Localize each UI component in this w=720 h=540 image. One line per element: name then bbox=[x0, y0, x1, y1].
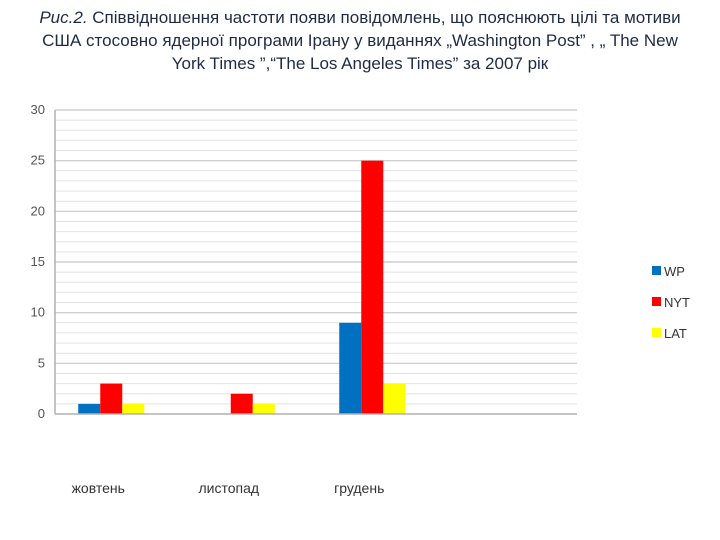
y-axis: 0 5 10 15 20 25 30 bbox=[31, 102, 56, 421]
bar-lat bbox=[252, 403, 275, 414]
y-tick-label: 5 bbox=[38, 355, 45, 370]
legend: WP NYT LAT bbox=[652, 264, 690, 341]
bars bbox=[78, 160, 406, 414]
x-category-label: листопад bbox=[198, 480, 259, 496]
bar-wp bbox=[339, 322, 362, 414]
x-category-label: жовтень bbox=[72, 480, 125, 496]
bar-nyt bbox=[100, 383, 123, 414]
bar-nyt bbox=[361, 160, 384, 414]
bar-wp bbox=[78, 403, 101, 414]
y-tick-label: 10 bbox=[31, 305, 45, 320]
figure-caption: Рис.2. Співвідношення частоти появи пові… bbox=[30, 6, 690, 75]
caption-prefix: Рис.2. bbox=[39, 8, 88, 27]
bar-nyt bbox=[230, 393, 253, 414]
y-tick-label: 25 bbox=[31, 153, 45, 168]
legend-swatch-wp bbox=[652, 266, 661, 275]
legend-label-wp: WP bbox=[664, 264, 685, 279]
legend-swatch-nyt bbox=[652, 297, 661, 306]
bar-lat bbox=[122, 403, 145, 414]
legend-label-lat: LAT bbox=[664, 326, 687, 341]
y-tick-label: 0 bbox=[38, 406, 45, 421]
y-tick-label: 15 bbox=[31, 254, 45, 269]
grid-lines bbox=[55, 109, 577, 405]
x-axis: жовтень листопад грудень bbox=[55, 413, 577, 496]
caption-text: Співвідношення частоти появи повідомлень… bbox=[42, 8, 681, 73]
x-category-label: грудень bbox=[334, 480, 384, 496]
legend-label-nyt: NYT bbox=[664, 295, 690, 310]
y-tick-label: 20 bbox=[31, 203, 45, 218]
bar-lat bbox=[383, 383, 406, 414]
legend-swatch-lat bbox=[652, 328, 661, 337]
y-tick-label: 30 bbox=[31, 102, 45, 117]
